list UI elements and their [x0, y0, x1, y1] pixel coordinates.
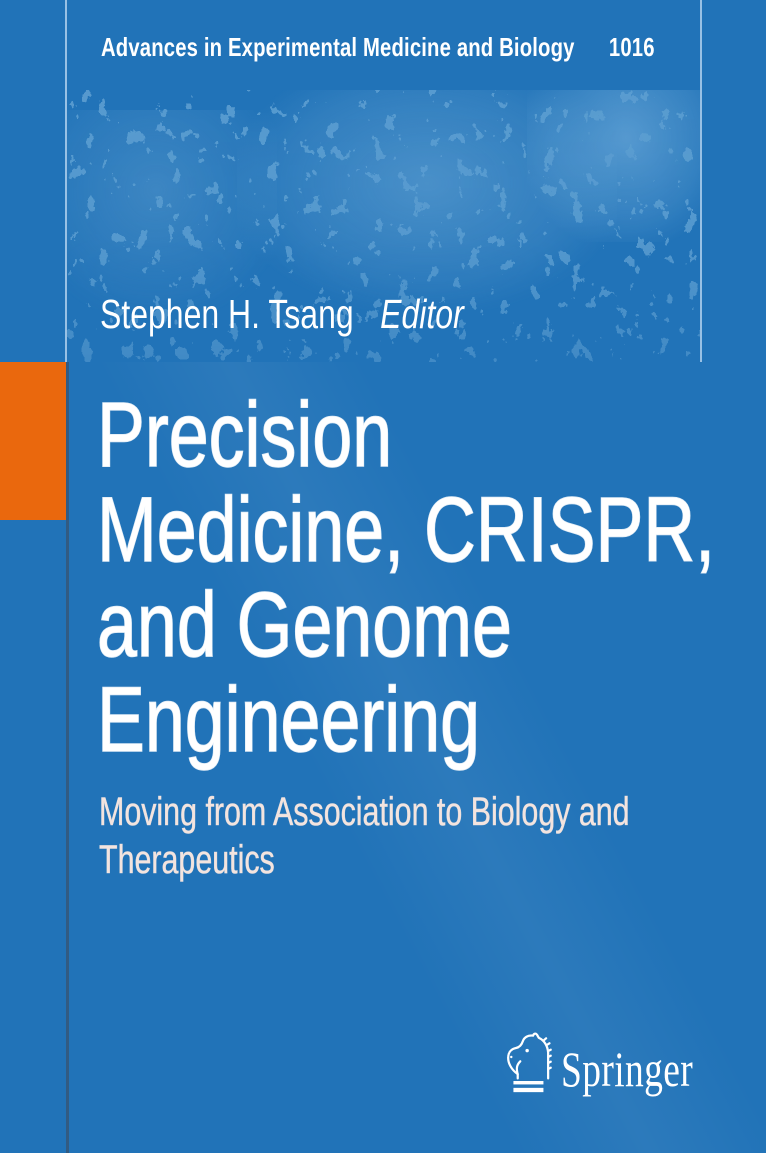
cover-texture-image: [57, 80, 707, 362]
editor-byline: Stephen H. Tsang Editor: [100, 290, 464, 338]
series-volume: 1016: [608, 32, 655, 62]
book-title-line: and Genome: [96, 574, 512, 676]
spine-tab: [0, 362, 66, 520]
publisher-wordmark: Springer: [561, 1041, 694, 1097]
springer-horse-icon: [507, 1032, 552, 1093]
book-title: Precision Medicine, CRISPR, and Genome E…: [96, 384, 766, 771]
left-vertical-rule: [65, 0, 67, 362]
series-title: Advances in Experimental Medicine and Bi…: [101, 32, 575, 62]
book-subtitle-line: Therapeutics: [99, 838, 275, 883]
texture-speckle-layer: [67, 90, 700, 362]
right-vertical-rule: [700, 0, 702, 362]
editor-role: Editor: [380, 291, 464, 337]
series-title-bar: Advances in Experimental Medicine and Bi…: [101, 31, 655, 63]
book-subtitle-line: Moving from Association to Biology and: [99, 790, 630, 835]
book-title-line: Precision: [96, 384, 393, 486]
book-subtitle: Moving from Association to Biology and T…: [99, 788, 766, 884]
title-panel: [66, 362, 766, 1153]
book-title-line: Medicine, CRISPR,: [96, 479, 716, 581]
book-title-line: Engineering: [96, 669, 481, 771]
editor-name: Stephen H. Tsang: [100, 291, 354, 337]
publisher-logo: Springer: [504, 1032, 737, 1097]
